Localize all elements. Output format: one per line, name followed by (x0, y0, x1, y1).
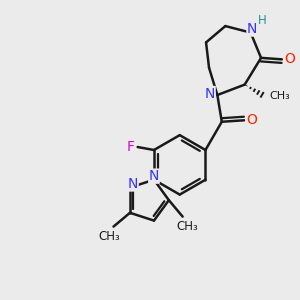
Text: CH₃: CH₃ (98, 230, 120, 243)
Text: H: H (258, 14, 266, 27)
Text: N: N (128, 177, 138, 191)
Text: O: O (246, 113, 257, 127)
Text: N: N (149, 169, 159, 183)
Text: N: N (247, 22, 257, 36)
Text: CH₃: CH₃ (269, 91, 290, 101)
Text: O: O (284, 52, 295, 66)
Text: N: N (205, 86, 215, 100)
Text: CH₃: CH₃ (176, 220, 198, 233)
Text: F: F (127, 140, 135, 154)
